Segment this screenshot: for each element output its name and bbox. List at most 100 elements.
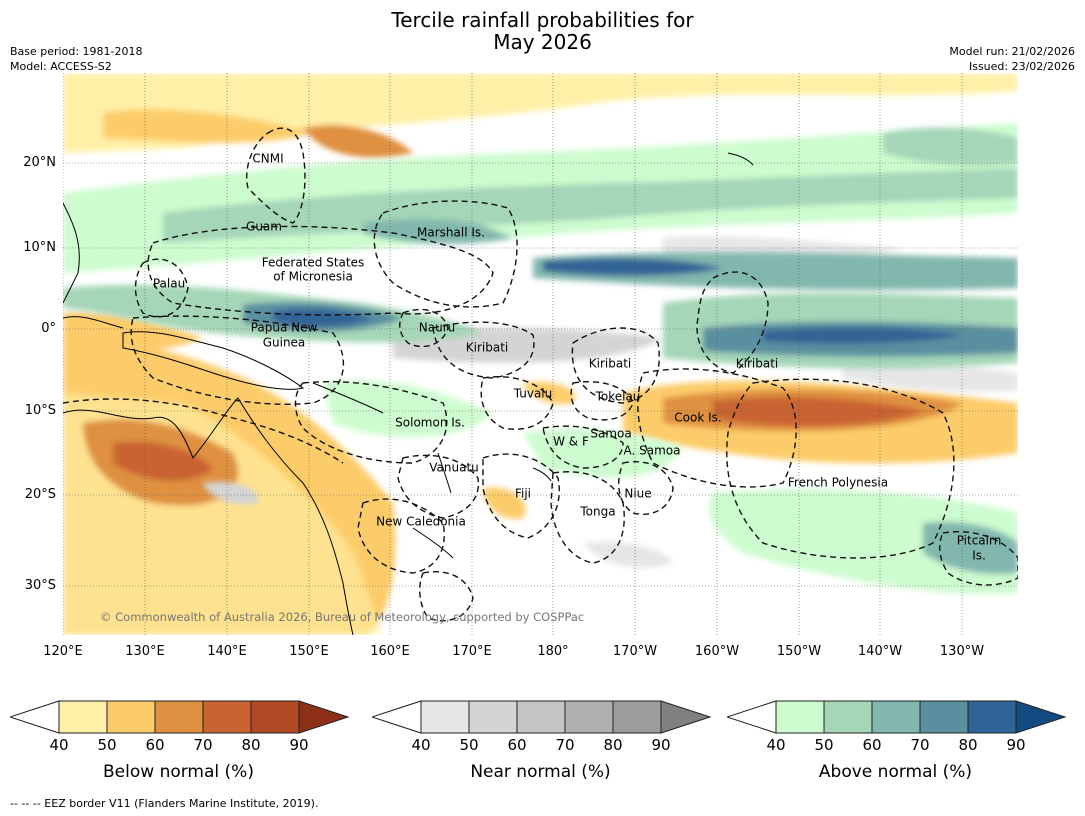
tick-label: 60 [507,736,527,754]
base-period: Base period: 1981-2018 [10,45,143,58]
model-name: Model: ACCESS-S2 [10,60,112,73]
tick-label: 40 [411,736,431,754]
colorbar-below-normal [10,700,350,734]
coastlines [63,152,754,635]
tick-label: 90 [651,736,671,754]
eez-new-caledonia [357,498,445,574]
cbar-below-80-90 [250,700,300,734]
below-tuvalu-patch [523,381,575,405]
graticule [63,73,1018,635]
colorbar-above-label: Above normal (%) [818,762,973,782]
eez-tokelau [570,381,634,421]
label-kiribati-east: Kiribati [735,356,779,371]
label-wallis-futuna: W & F [553,434,589,449]
above-southeast [709,489,1018,594]
eez-kiribati-central [571,327,660,404]
label-fsm-line2: of Micronesia [273,269,353,284]
issued-date: Issued: 23/02/2026 [968,60,1075,73]
model-run: Model run: 21/02/2026 [949,45,1075,58]
below-australia-peak [113,441,213,481]
cbar-near-80-90 [612,700,662,734]
cbar-below-70-80 [202,700,252,734]
colorbar-near-label: Near normal (%) [470,762,611,782]
eez-solomon [294,381,448,464]
tick-label: 70 [910,736,930,754]
eez-niue [617,461,674,515]
label-palau: Palau [152,276,186,291]
eez-fsm [147,225,494,316]
above-pitcairn [923,521,1018,575]
eez-wf-samoa [542,425,624,469]
tick-label: 40 [49,736,69,754]
cbar-near-over [660,700,712,734]
tick-label: 40 [766,736,786,754]
rainfall-probability-map [63,73,1018,635]
label-kiribati-west: Kiribati [465,340,509,355]
label-fsm-line1: Federated States [261,255,365,270]
label-samoa: Samoa [590,426,632,441]
label-png-line2: Guinea [262,335,306,350]
eez-kiribati-east [696,271,769,374]
tick-label: 50 [814,736,834,754]
lon-label-150e: 150°E [289,644,329,659]
cbar-above-under [727,700,777,734]
eez-border-legend: -- -- -- EEZ border V11 (Flanders Marine… [10,797,319,810]
label-guam: Guam [246,219,282,234]
coast-fiji [532,467,552,482]
cbar-below-60-70 [154,700,204,734]
tick-label: 80 [603,736,623,754]
lat-label-10n: 10°N [23,240,56,255]
lon-label-160w: 160°W [694,644,740,659]
tick-label: 80 [241,736,261,754]
cbar-above-60-70 [871,700,921,734]
above-north-strong [363,218,513,245]
label-cnmi: CNMI [252,151,284,166]
eez-french-polynesia [726,378,955,559]
label-solomon-islands: Solomon Is. [395,415,465,430]
below-cook-core [713,397,923,427]
below-fiji-patch [483,487,526,519]
eez-fiji [482,453,560,539]
eez-pitcairn [939,531,1018,586]
label-niue: Niue [624,486,652,501]
lon-label-130w: 130°W [939,644,985,659]
tick-label: 60 [862,736,882,754]
eez-lord-howe [419,571,474,622]
eez-kiribati-west [432,321,535,379]
cbar-near-under [372,700,422,734]
cbar-above-over [1015,700,1067,734]
map-title-line2: May 2026 [493,30,592,54]
tick-label: 50 [459,736,479,754]
label-pitcairn-line1: Pitcairn [956,533,1002,548]
tick-label: 90 [289,736,309,754]
coast-png [122,331,305,390]
tick-label: 60 [145,736,165,754]
label-american-samoa: A. Samoa [623,443,681,458]
lon-label-180: 180° [537,644,569,659]
near-east-patch [843,361,1018,392]
near-south-patch [583,541,673,568]
tick-label: 50 [97,736,117,754]
label-tokelau: Tokelau [595,389,641,404]
label-kiribati-central: Kiribati [588,356,632,371]
eez-marshall [373,200,518,308]
cbar-near-40-50 [420,700,470,734]
coast-vanuatu [437,452,452,494]
tick-label: 70 [555,736,575,754]
label-png-line1: Papua New [250,320,318,335]
tick-label: 80 [958,736,978,754]
eez-cnmi [246,127,306,224]
cbar-above-70-80 [919,700,969,734]
near-west-patch [203,481,259,505]
cbar-near-70-80 [564,700,614,734]
colorbar-above-normal [727,700,1067,734]
coast-hawaii [727,152,754,166]
lon-label-120e: 120°E [43,644,83,659]
label-pitcairn-line2: Is. [972,548,986,563]
coast-solomons [312,382,384,414]
eez-borders [63,127,1018,622]
lat-label-30s: 30°S [24,578,56,593]
above-central-south [523,428,683,478]
lon-label-140w: 140°W [857,644,903,659]
above-northeast-patch [883,127,1018,166]
